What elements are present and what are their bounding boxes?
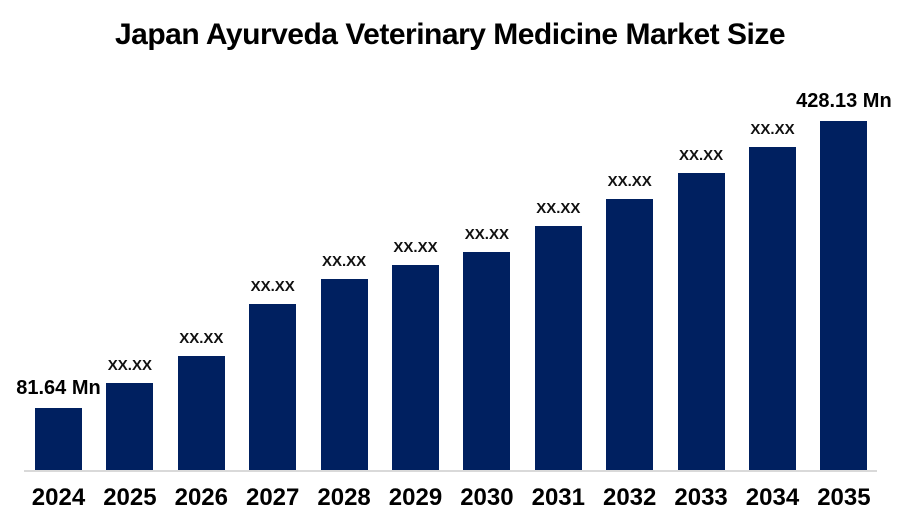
bar-2029 [392,265,439,470]
bar-2026 [177,356,225,470]
x-tick-2029: 2029 [388,484,443,511]
bar-value-label-2025: XX.XX [107,357,152,374]
bar-2024 [35,408,82,470]
x-tick-2031: 2031 [531,484,585,511]
x-tick-2024: 2024 [31,484,86,511]
bar-value-label-2024: 81.64 Mn [16,377,101,399]
bar-2032 [606,199,654,470]
x-tick-2028: 2028 [317,484,371,511]
bar-2035 [820,121,868,470]
bar-value-label-2029: XX.XX [393,239,438,256]
bar-2030 [463,252,511,470]
bar-value-label-2027: XX.XX [250,278,295,295]
x-tick-2025: 2025 [103,484,157,511]
bar-2034 [749,147,796,470]
bar-2028 [320,279,368,470]
x-tick-2034: 2034 [745,484,800,511]
bar-2033 [677,173,725,470]
bar-value-label-2034: XX.XX [750,121,795,138]
x-tick-2027: 2027 [245,484,300,511]
x-axis-line [24,470,877,472]
bar-value-label-2030: XX.XX [464,226,509,243]
bar-value-label-2035: 428.13 Mn [796,90,892,112]
bar-value-label-2032: XX.XX [607,173,652,190]
chart-title: Japan Ayurveda Veterinary Medicine Marke… [114,18,786,51]
bar-2027 [249,304,297,470]
x-tick-2032: 2032 [602,484,657,511]
x-tick-2033: 2033 [674,484,728,511]
bar-value-label-2033: XX.XX [679,147,724,164]
x-tick-2035: 2035 [817,484,871,511]
bar-value-label-2031: XX.XX [536,200,581,217]
bar-2025 [106,383,154,470]
x-tick-2026: 2026 [174,484,228,511]
x-tick-2030: 2030 [460,484,514,511]
bar-2031 [534,226,582,470]
bar-value-label-2026: XX.XX [179,330,224,347]
bar-value-label-2028: XX.XX [322,253,367,270]
